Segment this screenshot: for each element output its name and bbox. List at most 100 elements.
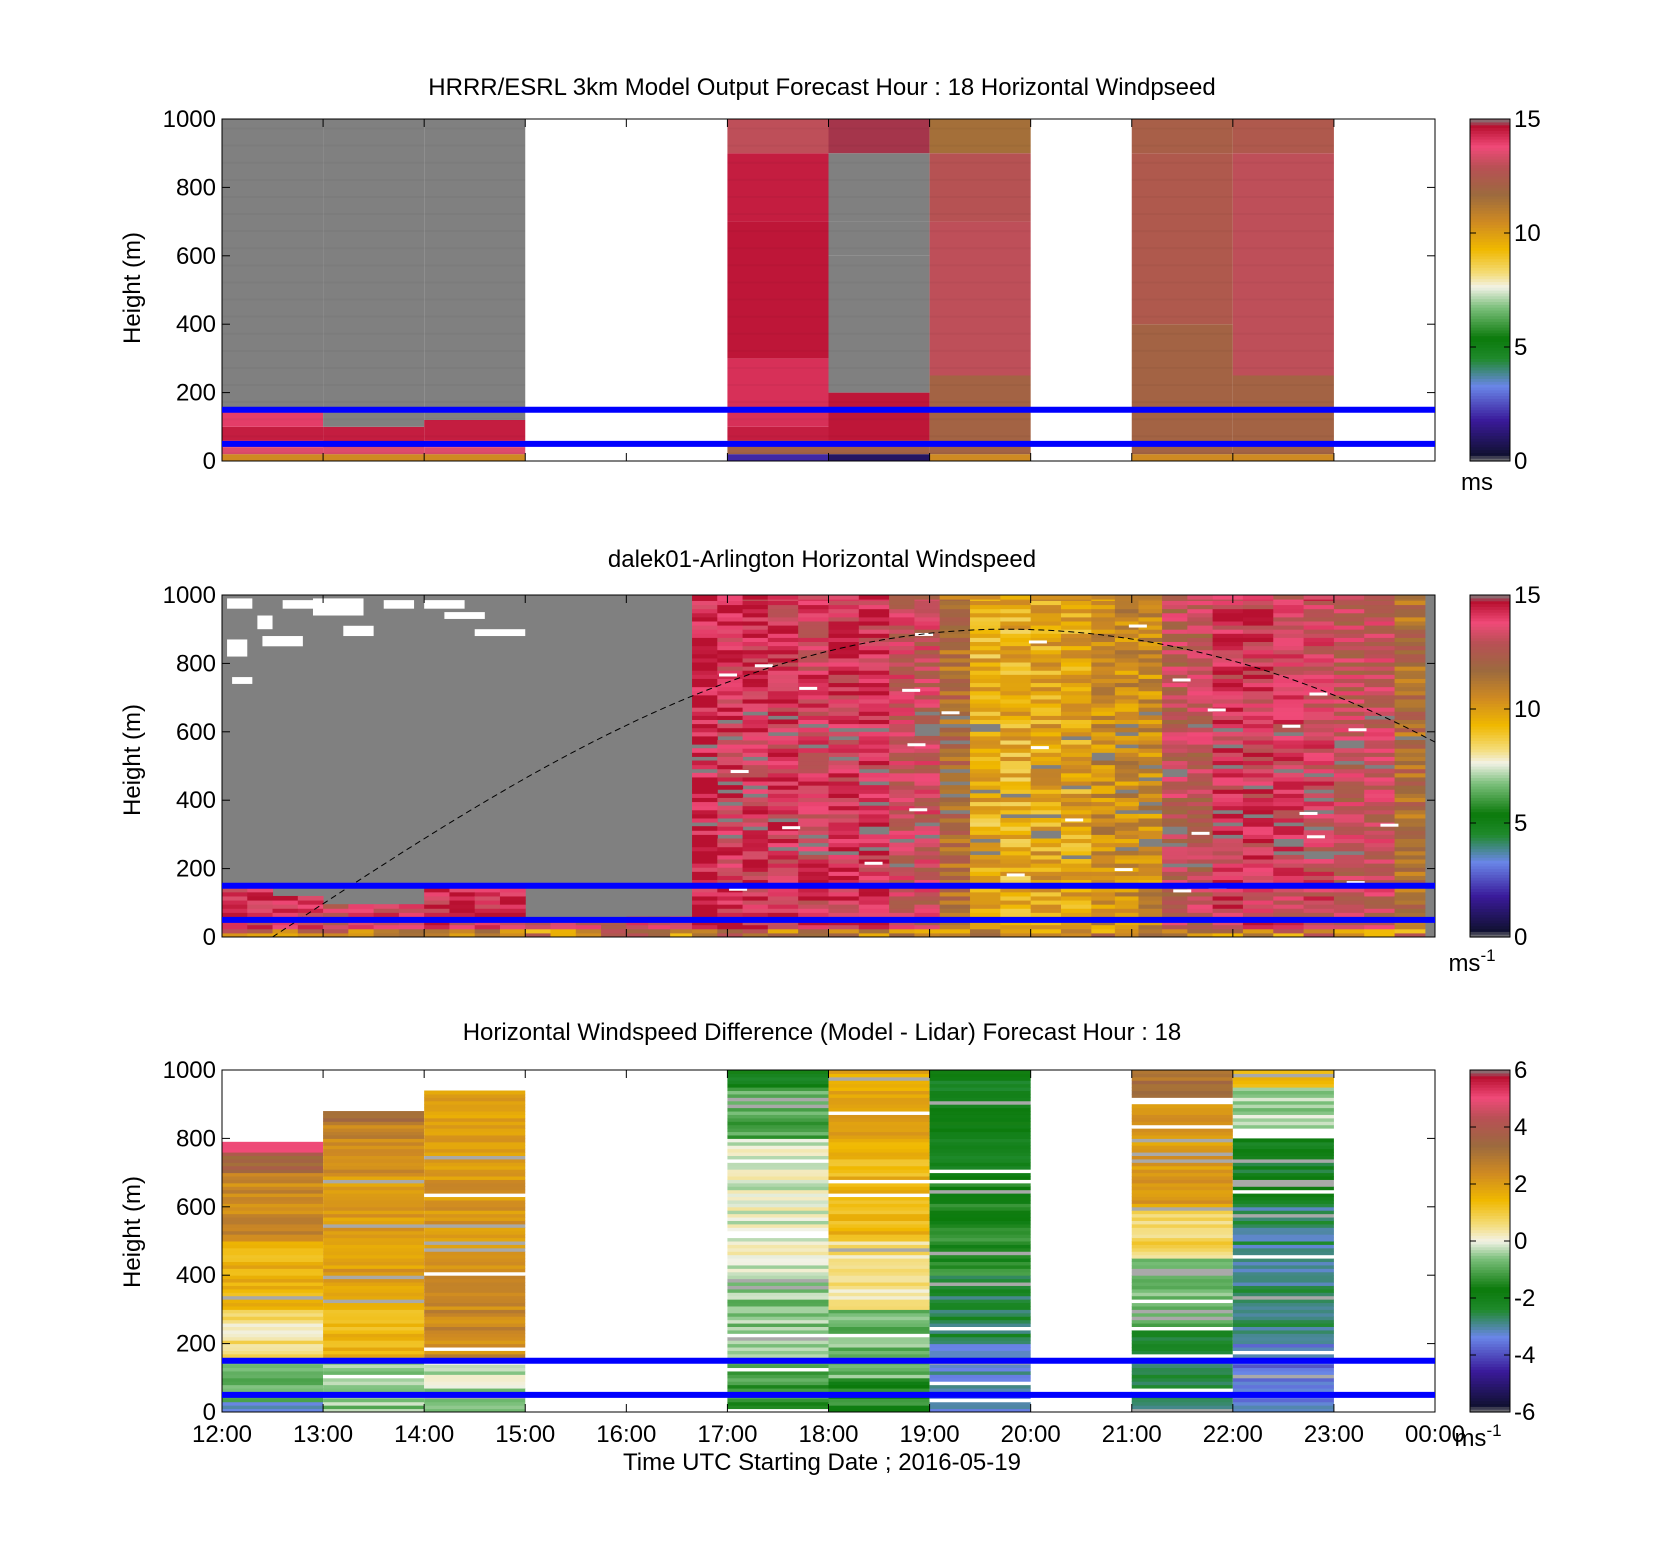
heatmap-cell xyxy=(929,1182,1031,1187)
heatmap-cell xyxy=(222,1176,324,1180)
heatmap-cell xyxy=(525,928,552,934)
colorbar-segment xyxy=(1470,1295,1510,1299)
heatmap-cell xyxy=(1273,797,1305,803)
heatmap-cell xyxy=(727,1111,829,1115)
heatmap-cell xyxy=(1138,817,1163,823)
heatmap-cell xyxy=(828,595,860,600)
heatmap-band xyxy=(424,299,525,301)
heatmap-cell xyxy=(767,854,799,860)
heatmap-cell xyxy=(1187,711,1214,716)
heatmap-cell xyxy=(929,1271,1031,1276)
heatmap-cell xyxy=(424,1203,526,1208)
heatmap-cell xyxy=(727,1288,829,1293)
heatmap-cell xyxy=(914,772,941,778)
heatmap-cell xyxy=(1303,620,1335,626)
heatmap-cell xyxy=(1131,1141,1233,1146)
heatmap-cell xyxy=(323,1268,425,1273)
heatmap-cell xyxy=(828,1254,930,1259)
heatmap-cell xyxy=(424,1264,526,1269)
heatmap-cell xyxy=(742,924,769,930)
heatmap-cell xyxy=(1333,834,1365,840)
heatmap-cell xyxy=(424,1288,526,1293)
colorbar-segment xyxy=(1470,908,1510,912)
heatmap-cell xyxy=(1394,838,1426,844)
heatmap-cell xyxy=(1030,752,1062,757)
colorbar-segment xyxy=(1470,1089,1510,1094)
heatmap-cell xyxy=(1114,686,1139,692)
heatmap-cell xyxy=(1212,629,1244,634)
colorbar-segment xyxy=(1470,1260,1510,1265)
heatmap-cell xyxy=(828,817,860,823)
heatmap-cell xyxy=(449,900,476,905)
heatmap-cell xyxy=(1364,653,1396,659)
colorbar-segment xyxy=(1470,304,1510,308)
heatmap-cell xyxy=(1187,764,1214,770)
heatmap-cell xyxy=(323,454,425,461)
heatmap-cell xyxy=(939,604,971,610)
heatmap-cell xyxy=(692,731,718,737)
heatmap-cell xyxy=(798,785,829,790)
heatmap-cell xyxy=(767,830,799,835)
heatmap-cell xyxy=(1242,744,1274,749)
heatmap-cell xyxy=(323,1271,425,1276)
heatmap-cell xyxy=(1000,932,1032,938)
colorbar-segment xyxy=(1470,1335,1510,1339)
heatmap-cell xyxy=(323,908,349,913)
heatmap-cell xyxy=(1131,1227,1233,1232)
heatmap-cell xyxy=(424,1319,526,1324)
heatmap-cell xyxy=(692,748,718,753)
heatmap-cell xyxy=(828,1312,930,1317)
heatmap-cell xyxy=(1091,595,1116,600)
heatmap-cell xyxy=(1303,608,1335,614)
heatmap-cell xyxy=(1131,1374,1233,1379)
heatmap-band xyxy=(222,196,323,198)
panel-difference-ylabel: Height (m) xyxy=(119,1176,146,1288)
heatmap-cell xyxy=(767,838,799,844)
heatmap-cell xyxy=(1131,1172,1233,1177)
heatmap-cell xyxy=(1394,637,1426,643)
heatmap-cell xyxy=(692,686,718,692)
heatmap-cell xyxy=(1394,616,1426,622)
heatmap-cell xyxy=(1030,850,1062,856)
heatmap-cell xyxy=(1303,785,1335,790)
heatmap-cell xyxy=(1273,616,1305,622)
heatmap-cell xyxy=(1162,715,1188,720)
heatmap-cell xyxy=(828,1107,930,1112)
heatmap-cell xyxy=(1232,1288,1334,1293)
heatmap-cell xyxy=(323,1288,425,1293)
heatmap-cell xyxy=(1364,674,1396,679)
heatmap-cell xyxy=(272,908,299,913)
heatmap-cell xyxy=(727,1377,829,1382)
heatmap-cell xyxy=(1303,924,1335,930)
heatmap-band xyxy=(1233,367,1334,369)
heatmap-cell xyxy=(1242,608,1274,614)
heatmap-cell xyxy=(798,633,829,638)
heatmap-cell xyxy=(222,1388,324,1392)
heatmap-cell xyxy=(929,1347,1031,1351)
heatmap-cell xyxy=(939,822,971,827)
heatmap-cell xyxy=(222,1336,324,1341)
heatmap-cell xyxy=(272,932,299,938)
heatmap-cell xyxy=(1091,760,1116,766)
colorbar-segment xyxy=(1470,1127,1510,1131)
heatmap-cell xyxy=(1060,875,1092,881)
heatmap-cell xyxy=(1060,908,1092,913)
heatmap-cell xyxy=(1187,748,1214,753)
heatmap-cell xyxy=(222,1398,324,1403)
heatmap-cell xyxy=(727,1210,829,1215)
colorbar-segment xyxy=(1470,1206,1510,1211)
colorbar-segment xyxy=(1470,164,1510,169)
heatmap-cell xyxy=(742,863,769,868)
heatmap-cell xyxy=(1364,781,1396,786)
heatmap-cell xyxy=(1131,1117,1233,1122)
heatmap-cell xyxy=(939,850,971,856)
heatmap-band xyxy=(323,162,424,164)
heatmap-cell xyxy=(828,625,860,630)
heatmap-cell xyxy=(1000,678,1032,684)
heatmap-cell xyxy=(1212,670,1244,675)
heatmap-cell xyxy=(1303,891,1335,897)
heatmap-cell xyxy=(1114,830,1139,835)
heatmap-cell xyxy=(970,600,1001,606)
colorbar-segment xyxy=(1470,119,1510,123)
heatmap-cell xyxy=(222,1343,324,1348)
